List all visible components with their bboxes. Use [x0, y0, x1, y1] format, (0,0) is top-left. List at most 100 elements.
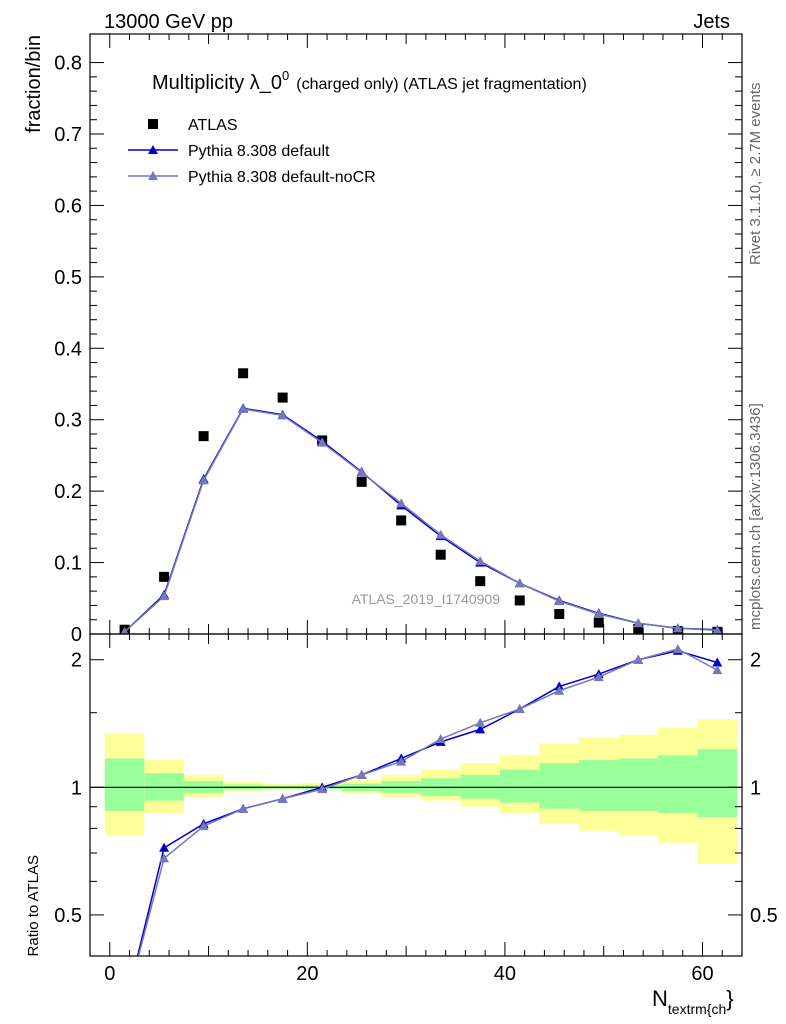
ratio-ytick-label: 1	[71, 777, 82, 799]
ratio-ytick-label: 2	[71, 650, 82, 672]
mc-point-2	[396, 498, 407, 508]
main-ytick-label: 0.2	[54, 481, 82, 503]
ratio-point-1	[593, 672, 604, 682]
atlas-data-point	[435, 549, 446, 560]
mc-point-2	[672, 623, 683, 633]
mc-point-2	[198, 475, 209, 485]
header-right: Jets	[693, 11, 730, 33]
green-band-bin	[697, 749, 738, 818]
ratio-point-1	[238, 803, 249, 813]
legend-label: Pythia 8.308 default-noCR	[188, 169, 376, 186]
xtick-label: 60	[691, 963, 713, 985]
main-ytick-label: 0.5	[54, 267, 82, 289]
xtick-label: 20	[296, 963, 318, 985]
mc-point-2	[475, 556, 486, 566]
ratio-point-1	[633, 654, 644, 664]
chart-title-sup: 0	[282, 68, 289, 83]
mc-point-2	[712, 625, 723, 634]
legend-label: Pythia 8.308 default	[188, 143, 330, 160]
ratio-point-1	[317, 784, 328, 794]
atlas-data-point	[238, 368, 249, 379]
ratio-point-0	[712, 657, 723, 667]
atlas-data-point	[554, 609, 565, 619]
ratio-point-0	[475, 724, 486, 734]
ratio-point-1	[475, 717, 486, 727]
green-band-bin	[499, 769, 540, 803]
ratio-point-1	[712, 665, 723, 675]
analysis-id: ATLAS_2019_I1740909	[352, 591, 501, 607]
xtick-label: 0	[104, 963, 115, 985]
main-ytick-label: 0.3	[54, 410, 82, 432]
mc-point-2	[554, 596, 565, 606]
mc-point-2	[435, 529, 446, 539]
x-axis-title-sub: textrm{ch	[668, 1001, 726, 1017]
ratio-ytick-label-right: 1	[750, 777, 761, 799]
mc-line-2	[124, 408, 718, 633]
mc-point-2	[317, 437, 328, 447]
green-band-bin	[539, 763, 579, 809]
ratio-line-1	[137, 648, 718, 956]
x-axis-title-main: N	[652, 986, 668, 1011]
x-axis-title-tail: }	[726, 986, 733, 1011]
ratio-point-1	[198, 821, 209, 831]
ratio-point-1	[435, 734, 446, 744]
main-series	[119, 368, 723, 634]
chart-title-suffix: (charged only) (ATLAS jet fragmentation)	[296, 76, 587, 93]
ratio-ytick-label-right: 2	[750, 650, 761, 672]
main-ytick-label: 0	[71, 624, 82, 646]
axes: 00.10.20.30.40.50.60.70.80.5 0.51 12 20 20 40…	[54, 33, 778, 985]
ratio-point-1	[514, 704, 525, 714]
atlas-data-point	[593, 617, 604, 628]
legend-marker-mc	[148, 171, 158, 180]
green-band-bin	[618, 758, 659, 811]
atlas-data-point	[159, 571, 170, 582]
atlas-data-point	[514, 595, 525, 606]
atlas-data-point	[633, 624, 644, 634]
ratio-point-1	[356, 769, 367, 779]
ratio-bands	[90, 718, 742, 864]
mc-point-2	[633, 618, 644, 628]
green-band-bin	[658, 755, 698, 813]
ratio-frame	[89, 633, 743, 957]
ratio-ylabel: Ratio to ATLAS	[25, 855, 42, 956]
rivet-label: Rivet 3.1.10, ≥ 2.7M events	[747, 83, 764, 266]
header-left: 13000 GeV pp	[104, 11, 233, 33]
main-ytick-label: 0.4	[54, 338, 82, 360]
legend-marker-mc	[148, 145, 158, 154]
x-axis-title: Ntextrm{ch}	[652, 986, 734, 1017]
atlas-data-point	[356, 476, 367, 487]
atlas-data-point	[396, 515, 407, 526]
ratio-ytick-label-right: 0.5	[750, 905, 778, 927]
main-ytick-label: 0.1	[54, 553, 82, 575]
ratio-series	[120, 644, 723, 1013]
mc-point-2	[593, 609, 604, 618]
ratio-point-0	[159, 842, 170, 852]
main-ytick-label: 0.7	[54, 124, 82, 146]
legend-label: ATLAS	[188, 117, 238, 134]
main-ytick-label: 0.6	[54, 195, 82, 217]
ratio-point-1	[672, 644, 683, 654]
atlas-data-point	[277, 392, 288, 403]
mcplots-label: mcplots.cern.ch [arXiv:1306.3436]	[747, 403, 764, 630]
atlas-data-point	[475, 576, 486, 587]
ratio-point-1	[120, 1004, 130, 1013]
xtick-label: 40	[494, 963, 516, 985]
green-band-bin	[104, 758, 145, 811]
ratio-point-1	[277, 793, 288, 803]
ratio-ytick-label: 0.5	[54, 905, 82, 927]
main-ylabel: fraction/bin	[23, 35, 45, 133]
ratio-point-1	[554, 685, 565, 695]
ratio-point-1	[396, 756, 407, 766]
ratio-point-0	[120, 1004, 130, 1013]
green-band-bin	[579, 760, 619, 811]
mc-point-2	[356, 467, 367, 477]
chart-title: Multiplicity λ_00 (charged only) (ATLAS j…	[152, 68, 587, 94]
mc-point-2	[514, 578, 525, 588]
legend: ATLAS Pythia 8.308 default Pythia 8.308 de…	[128, 117, 376, 186]
atlas-data-point	[198, 431, 209, 442]
mc-point-2	[277, 410, 288, 420]
legend-marker-atlas	[148, 119, 158, 129]
chart-title-main: Multiplicity λ_0	[152, 72, 282, 94]
mc-point-2	[159, 591, 170, 601]
